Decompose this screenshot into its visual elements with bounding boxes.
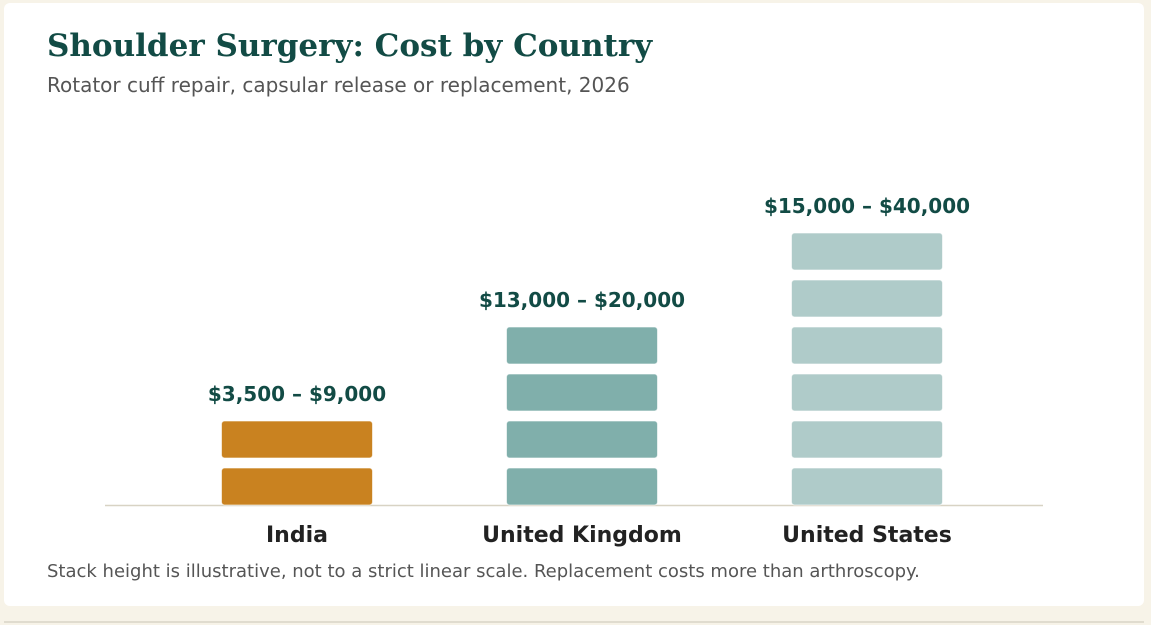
bars-group xyxy=(221,232,943,506)
bar-block-united-kingdom-4 xyxy=(506,326,658,365)
footnote: Stack height is illustrative, not to a s… xyxy=(47,561,920,582)
chart-svg: $3,500 – $9,000 India $13,000 – $20,000 Uni… xyxy=(105,194,1043,548)
labels-group: $3,500 – $9,000 India $13,000 – $20,000 Uni… xyxy=(208,194,970,548)
range-label-india: $3,500 – $9,000 xyxy=(208,382,386,406)
category-label-united-kingdom: United Kingdom xyxy=(482,523,682,548)
bar-block-united-states-2 xyxy=(791,420,943,459)
bar-block-india-2 xyxy=(221,420,373,459)
range-label-united-kingdom: $13,000 – $20,000 xyxy=(479,288,685,312)
bar-block-united-states-5 xyxy=(791,279,943,318)
bar-block-united-states-6 xyxy=(791,232,943,271)
chart-subtitle: Rotator cuff repair, capsular release or… xyxy=(47,73,630,97)
chart-title: Shoulder Surgery: Cost by Country xyxy=(47,28,653,64)
bottom-divider xyxy=(4,621,1144,623)
bar-block-india-1 xyxy=(221,467,373,506)
bar-block-united-states-1 xyxy=(791,467,943,506)
bar-block-united-states-3 xyxy=(791,373,943,412)
bar-block-united-states-4 xyxy=(791,326,943,365)
bar-block-united-kingdom-2 xyxy=(506,420,658,459)
category-label-india: India xyxy=(266,523,328,548)
bar-block-united-kingdom-1 xyxy=(506,467,658,506)
category-label-united-states: United States xyxy=(782,523,952,548)
bar-block-united-kingdom-3 xyxy=(506,373,658,412)
range-label-united-states: $15,000 – $40,000 xyxy=(764,194,970,218)
